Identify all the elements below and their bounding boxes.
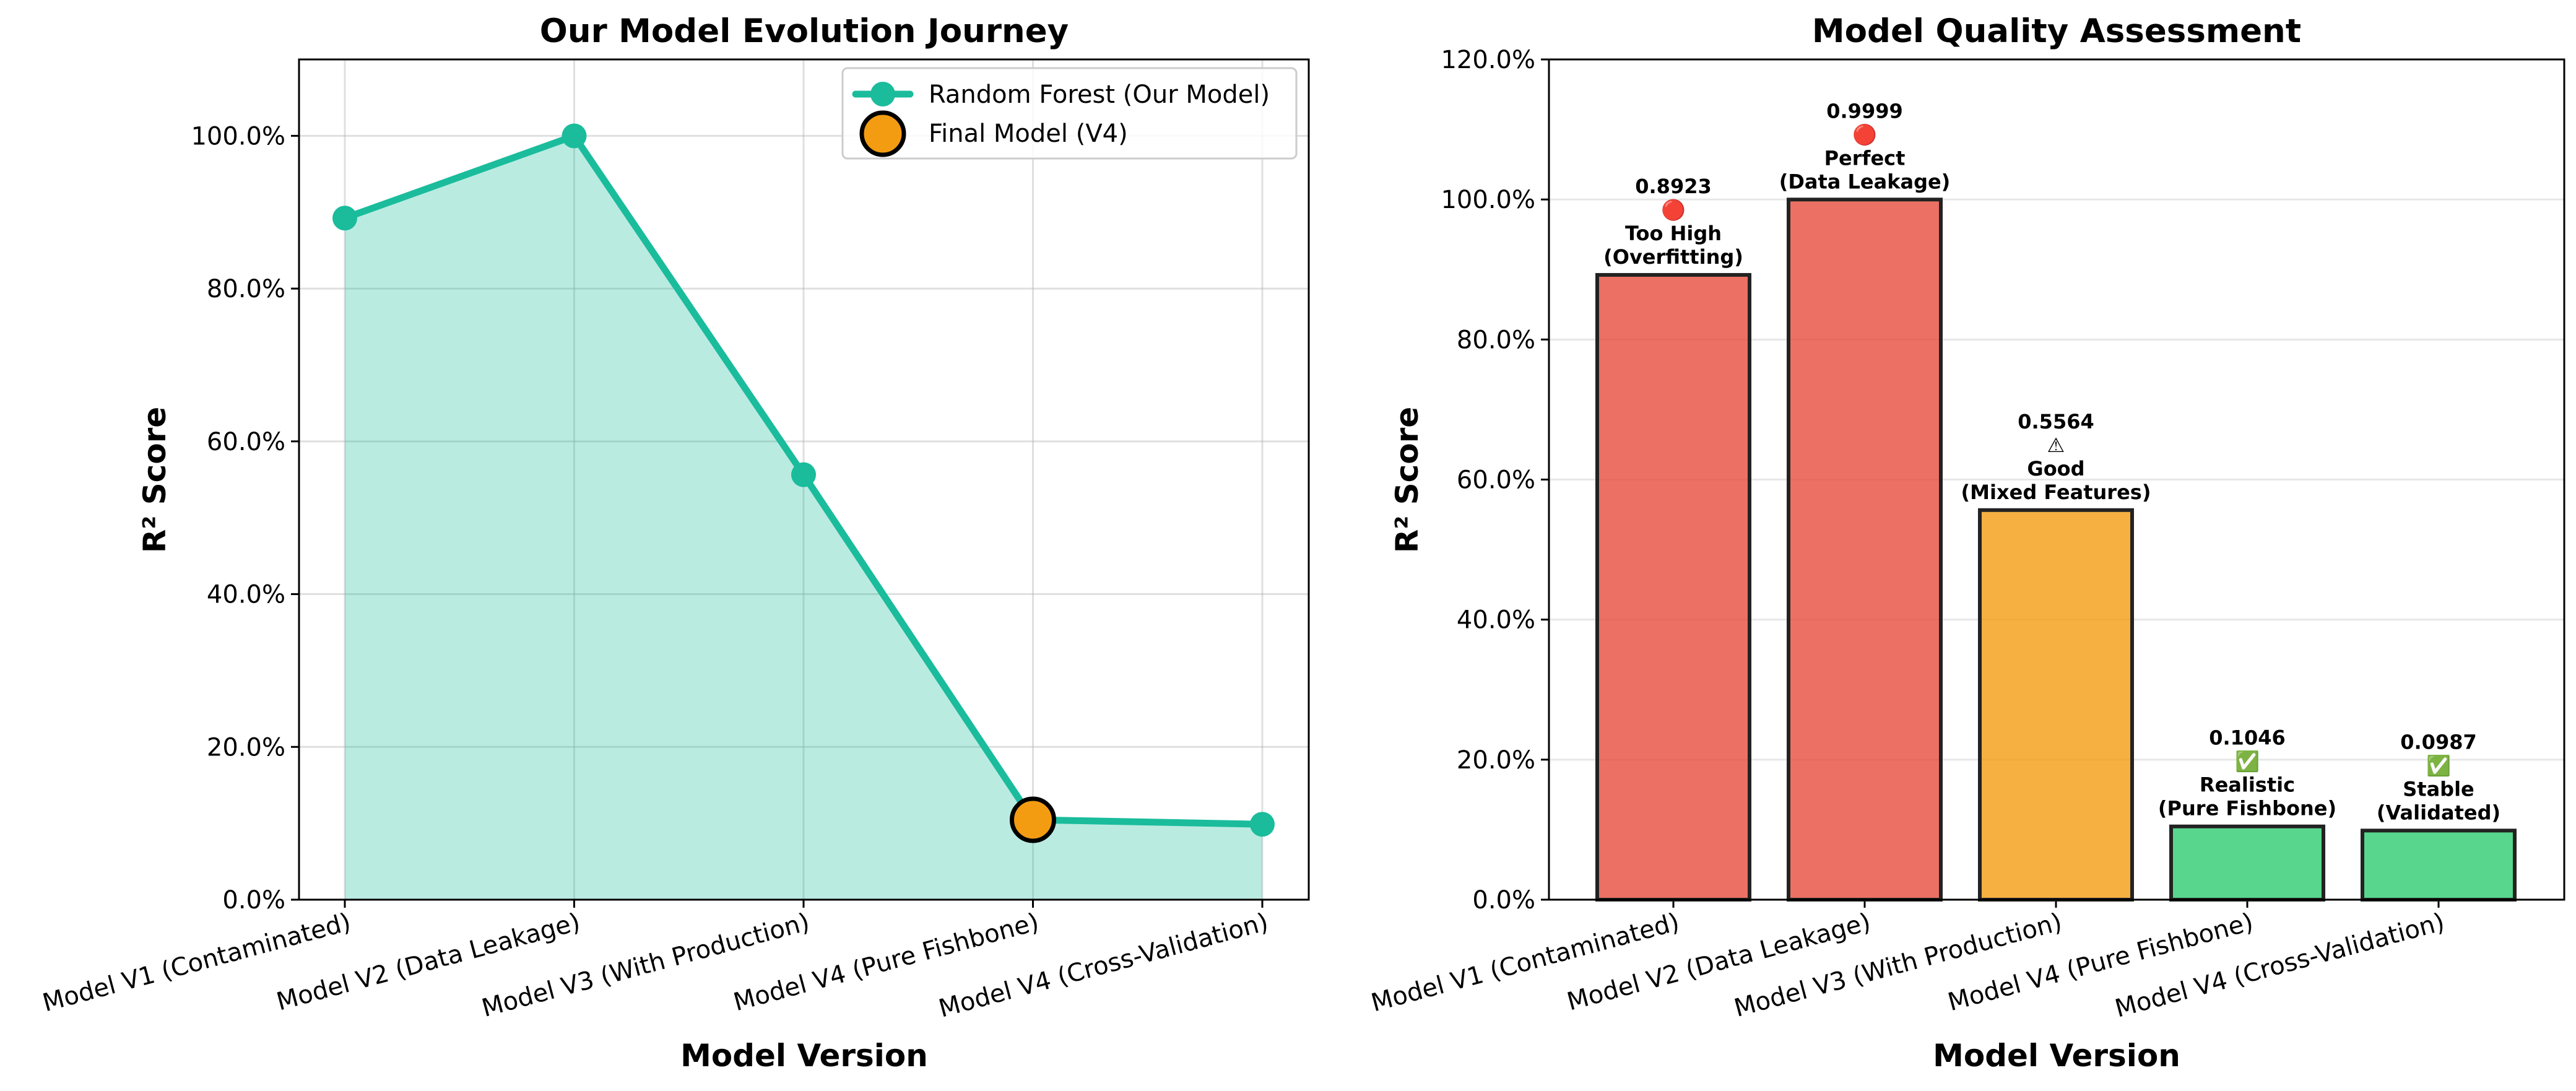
bar [1787, 198, 1943, 902]
bar-annotation-line: ✅ [2426, 754, 2451, 777]
y-tick-labels: 0.0% 20.0% 40.0% 60.0% 80.0% 100.0% 120.0% [1441, 46, 1535, 915]
y-axis-label: R² Score [137, 407, 173, 553]
y-tick-label: 100.0% [1441, 186, 1535, 214]
bar-annotation-line: 🔴 [1661, 198, 1686, 222]
bar-annotation-line: Good [2027, 457, 2084, 480]
y-tick-label: 0.0% [1472, 886, 1535, 915]
chart-title: Our Model Evolution Journey [540, 12, 1069, 50]
bar [2169, 824, 2325, 902]
x-axis-label: Model Version [680, 1038, 928, 1074]
y-tick-label: 120.0% [1441, 46, 1535, 74]
bar [1595, 272, 1751, 902]
bar-annotation-line: (Overfitting) [1603, 245, 1743, 269]
x-tick-label: Model V1 (Contaminated) [1368, 908, 1683, 1017]
data-point [791, 462, 816, 487]
bar-annotation-line: (Pure Fishbone) [2158, 797, 2336, 820]
x-tick-labels: Model V1 (Contaminated)Model V2 (Data Le… [1368, 908, 2448, 1023]
bar-annotation-line: ✅ [2235, 750, 2260, 773]
bar-annotation-line: (Data Leakage) [1779, 170, 1951, 193]
series-area [345, 136, 1262, 900]
bar-annotation-line: ⚠ [2047, 433, 2065, 457]
data-points [332, 123, 1275, 843]
legend-label-series: Random Forest (Our Model) [929, 80, 1270, 109]
legend-label-final: Final Model (V4) [929, 120, 1128, 148]
legend: Random Forest (Our Model) Final Model (V… [841, 67, 1298, 160]
bar-annotation-line: 0.5564 [2018, 410, 2094, 433]
x-tick-label: Model V3 (With Production) [1731, 908, 2065, 1023]
bar-annotation-line: 0.0987 [2400, 730, 2476, 754]
evolution-line-chart: Our Model Evolution Journey R² Score Mod… [40, 12, 1310, 1074]
chart-title: Model Quality Assessment [1812, 12, 2301, 50]
y-tick-label: 100.0% [191, 122, 285, 150]
bar-annotation-line: (Validated) [2377, 801, 2500, 824]
bar-annotation-line: 0.8923 [1635, 175, 1711, 198]
bar-annotation-line: 0.1046 [2209, 726, 2285, 750]
x-tick-labels: Model V1 (Contaminated)Model V2 (Data Le… [40, 908, 1272, 1023]
x-tick-label: Model V2 (Data Leakage) [1564, 908, 1873, 1016]
bar-annotation-line: Realistic [2200, 773, 2295, 797]
bar [1978, 508, 2134, 902]
data-point [562, 123, 587, 149]
y-tick-label: 40.0% [1457, 606, 1535, 635]
bar-annotation-line: Too High [1625, 222, 1722, 245]
final-model-marker [1010, 796, 1056, 843]
legend-final-swatch [859, 110, 906, 157]
y-tick-label: 40.0% [207, 581, 285, 609]
x-tick-label: Model V4 (Cross-Validation) [2112, 908, 2448, 1023]
data-point [332, 206, 357, 231]
y-tick-label: 20.0% [1457, 746, 1535, 775]
y-axis-label: R² Score [1389, 407, 1425, 553]
bar [2361, 828, 2517, 902]
y-tick-label: 60.0% [1457, 466, 1535, 495]
quality-bar-chart: Model Quality Assessment R² Score Model … [1368, 12, 2565, 1074]
legend-frame [841, 67, 1298, 160]
bars [1595, 198, 2517, 902]
bar-annotation-line: 0.9999 [1826, 99, 1902, 123]
data-point [1250, 812, 1275, 837]
bar-annotation-line: (Mixed Features) [1961, 480, 2151, 504]
y-tick-label: 20.0% [207, 733, 285, 762]
y-tick-label: 80.0% [207, 275, 285, 303]
legend-marker-swatch [870, 82, 895, 106]
area-fill [345, 136, 1262, 900]
bar-annotation-line: Stable [2403, 777, 2474, 801]
y-tick-label: 80.0% [1457, 326, 1535, 354]
bar-annotations: 0.8923🔴Too High(Overfitting)0.9999🔴Perfe… [1603, 99, 2500, 824]
bar-annotation-line: Perfect [1824, 146, 1906, 170]
plot-frame [298, 58, 1310, 901]
y-tick-label: 0.0% [222, 886, 285, 915]
x-tick-label: Model V4 (Pure Fishbone) [1945, 908, 2257, 1017]
y-tick-label: 60.0% [207, 428, 285, 456]
y-tick-labels: 0.0% 20.0% 40.0% 60.0% 80.0% 100.0% [191, 122, 285, 915]
bar-annotation-line: 🔴 [1852, 123, 1877, 146]
plot-frame [1548, 58, 2565, 901]
x-axis-label: Model Version [1933, 1038, 2180, 1074]
